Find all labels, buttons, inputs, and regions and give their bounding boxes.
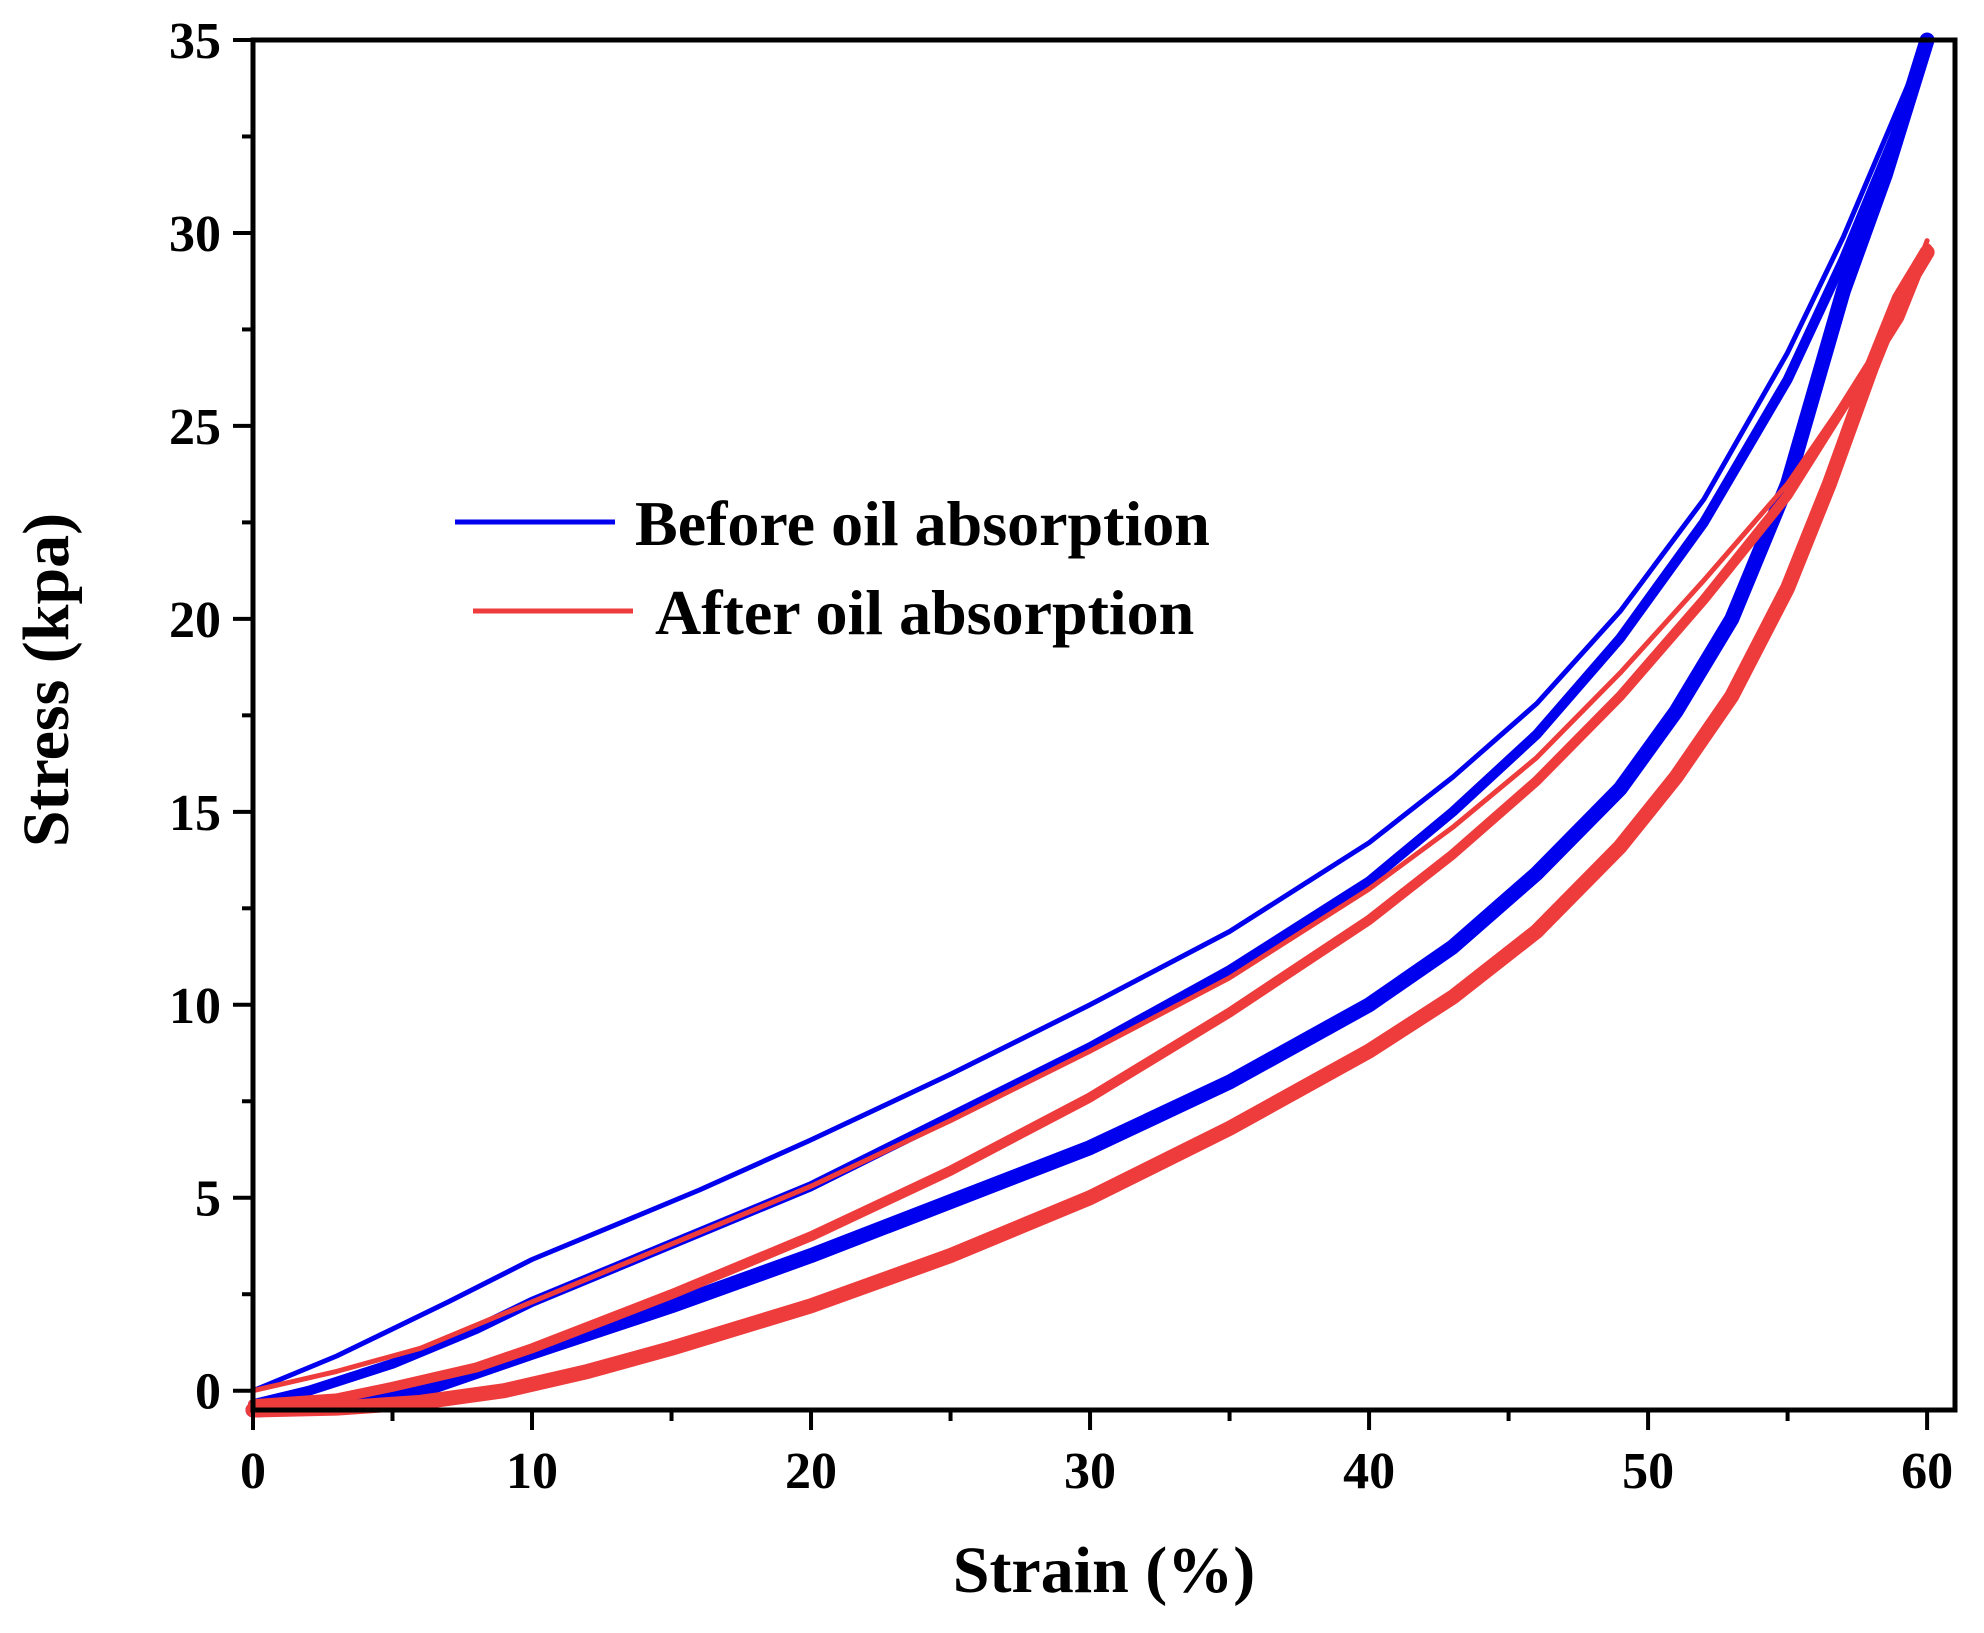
axis-ticks bbox=[233, 38, 1930, 1430]
y-tick-label: 30 bbox=[169, 206, 221, 263]
x-tick-label: 30 bbox=[1064, 1443, 1116, 1500]
series-1-curve-1-medium bbox=[248, 243, 1933, 1410]
y-tick-label: 5 bbox=[195, 1171, 221, 1228]
x-tick-label: 10 bbox=[506, 1443, 558, 1500]
series-1-curve-2-thick bbox=[245, 244, 1935, 1418]
x-tick-label: 20 bbox=[785, 1443, 837, 1500]
y-tick-label: 35 bbox=[169, 13, 221, 70]
x-axis-title: Strain (%) bbox=[953, 1534, 1255, 1607]
plot-frame bbox=[250, 37, 1958, 1413]
y-tick-label: 25 bbox=[169, 399, 221, 456]
legend-label-after: After oil absorption bbox=[655, 577, 1194, 648]
x-tick-label: 0 bbox=[240, 1443, 266, 1500]
series-0-curve-0-thin bbox=[250, 37, 1930, 1394]
x-tick-label: 50 bbox=[1622, 1443, 1674, 1500]
legend-label-before: Before oil absorption bbox=[635, 488, 1210, 559]
y-tick-label: 20 bbox=[169, 592, 221, 649]
curves-layer bbox=[245, 32, 1935, 1418]
y-tick-label: 0 bbox=[195, 1364, 221, 1421]
legend: Before oil absorption After oil absorpti… bbox=[455, 488, 1210, 648]
axis-tick-labels: 0 10 20 30 40 50 60 0 5 10 15 20 25 30 35 bbox=[169, 13, 1953, 1500]
y-tick-label: 15 bbox=[169, 785, 221, 842]
series-1-curve-0-thin bbox=[250, 238, 1930, 1394]
series-0-curve-1-medium bbox=[248, 35, 1933, 1410]
x-tick-label: 60 bbox=[1901, 1443, 1953, 1500]
y-tick-label: 10 bbox=[169, 978, 221, 1035]
x-tick-label: 40 bbox=[1343, 1443, 1395, 1500]
y-axis-title: Stress (kpa) bbox=[10, 513, 83, 847]
